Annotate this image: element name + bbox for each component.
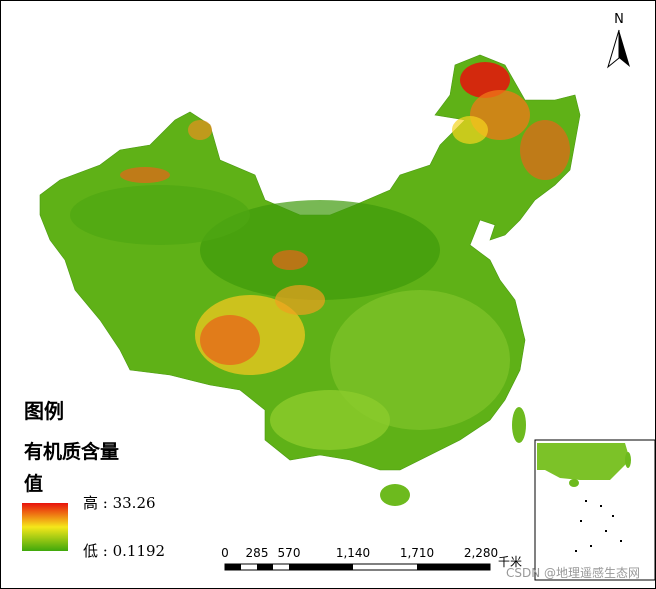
scale-unit: 千米 — [498, 555, 522, 569]
legend-title: 图例 — [24, 399, 64, 423]
scale-bar — [224, 563, 491, 571]
north-label: N — [614, 12, 624, 27]
scale-label: 1,140 — [336, 546, 370, 560]
hainan — [380, 484, 410, 506]
legend-subtitle: 值 — [24, 472, 43, 495]
taiwan — [512, 407, 526, 443]
legend-low: 低 : 0.1192 — [83, 542, 165, 560]
legend-field: 有机质含量 — [24, 440, 119, 463]
scale-label: 0 — [221, 546, 229, 560]
north-arrow: N — [607, 12, 630, 69]
scale-label: 285 — [246, 546, 269, 560]
soil-patches — [70, 62, 570, 450]
legend-ramp — [22, 503, 68, 551]
legend-high: 高 : 33.26 — [83, 494, 156, 512]
watermark: CSDN @地理遥感生态网 — [506, 565, 640, 580]
scale-label: 570 — [278, 546, 301, 560]
south-sea-inset — [534, 439, 656, 581]
scale-label: 1,710 — [400, 546, 434, 560]
scale-label: 2,280 — [464, 546, 498, 560]
